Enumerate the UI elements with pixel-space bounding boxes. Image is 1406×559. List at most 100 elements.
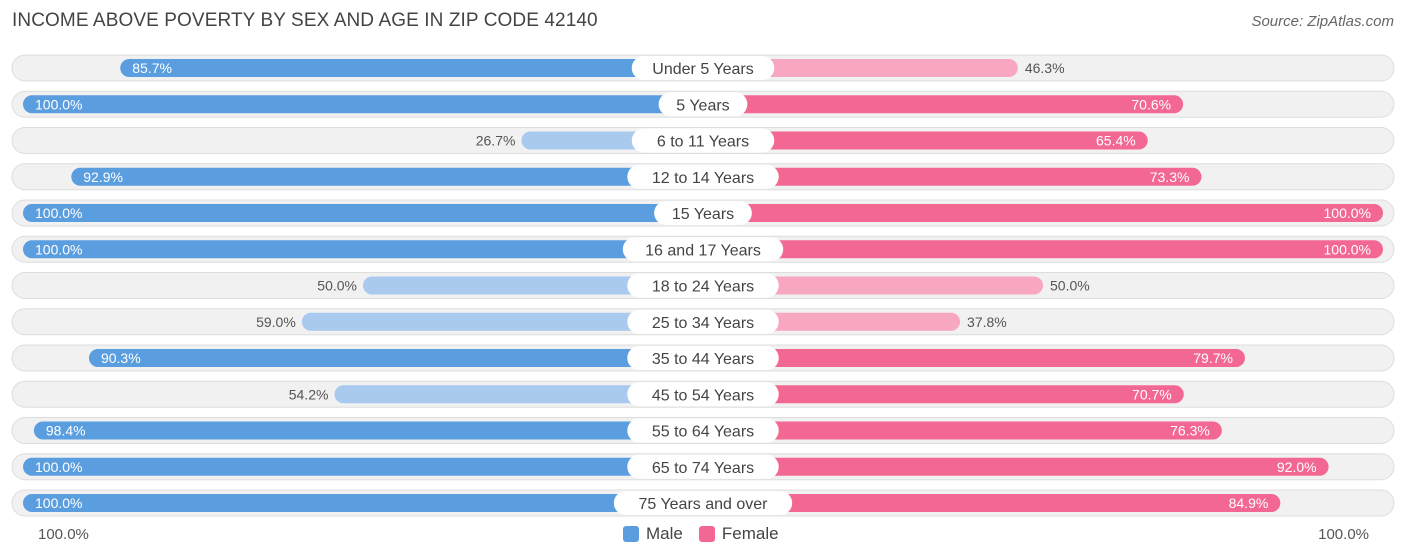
value-label-male: 100.0% bbox=[35, 459, 82, 475]
category-pill bbox=[627, 164, 779, 189]
value-label-male: 100.0% bbox=[35, 205, 82, 221]
value-label-male: 26.7% bbox=[476, 133, 516, 149]
bar-female bbox=[703, 59, 1018, 77]
category-label: 35 to 44 Years bbox=[652, 351, 754, 368]
category-label: 6 to 11 Years bbox=[657, 134, 749, 151]
category-label: 75 Years and over bbox=[639, 496, 769, 513]
value-label-female: 37.8% bbox=[967, 314, 1007, 330]
chart-row: 54.2% 70.7% 45 to 54 Years bbox=[11, 380, 1395, 408]
category-pill bbox=[627, 273, 779, 298]
bar-male bbox=[71, 167, 703, 186]
chart-row: 59.0% 37.8% 25 to 34 Years bbox=[11, 308, 1395, 336]
legend-label-male: Male bbox=[646, 524, 683, 543]
category-pill bbox=[654, 201, 752, 225]
value-label-female: 76.3% bbox=[1170, 423, 1210, 439]
category-label: 15 Years bbox=[672, 206, 734, 223]
chart-row: 100.0% 84.9% 75 Years and over bbox=[11, 489, 1395, 517]
axis-left-label: 100.0% bbox=[38, 526, 89, 543]
legend-swatch-male bbox=[623, 526, 639, 542]
category-pill bbox=[627, 309, 779, 334]
bar-female bbox=[703, 276, 1043, 295]
value-label-female: 70.7% bbox=[1132, 386, 1172, 402]
value-label-male: 98.4% bbox=[46, 423, 86, 439]
bar-male bbox=[23, 457, 703, 476]
bar-female bbox=[703, 349, 1245, 367]
bar-male bbox=[23, 494, 703, 512]
value-label-female: 46.3% bbox=[1025, 60, 1065, 76]
category-pill bbox=[613, 491, 793, 515]
chart-row: 50.0% 50.0% 18 to 24 Years bbox=[11, 272, 1395, 299]
category-label: 65 to 74 Years bbox=[652, 460, 754, 477]
value-label-male: 90.3% bbox=[101, 350, 141, 366]
bar-female bbox=[703, 240, 1383, 259]
chart-row: 92.9% 73.3% 12 to 14 Years bbox=[11, 163, 1395, 191]
bar-male bbox=[363, 276, 703, 295]
legend: Male Female bbox=[623, 524, 795, 544]
chart-title: INCOME ABOVE POVERTY BY SEX AND AGE IN Z… bbox=[12, 10, 598, 31]
chart-row: 100.0% 92.0% 65 to 74 Years bbox=[11, 453, 1395, 481]
chart-svg: 85.7% 46.3% Under 5 Years 100.0% 70.6% 5 Year… bbox=[11, 54, 1395, 517]
bar-female bbox=[703, 167, 1202, 186]
bar-female bbox=[703, 421, 1222, 440]
value-label-female: 79.7% bbox=[1193, 350, 1233, 366]
category-pill bbox=[627, 454, 779, 479]
bar-male bbox=[120, 59, 704, 77]
category-pill bbox=[627, 382, 779, 407]
value-label-female: 73.3% bbox=[1150, 169, 1190, 185]
category-pill bbox=[627, 418, 779, 443]
legend-label-female: Female bbox=[721, 524, 779, 543]
value-label-male: 59.0% bbox=[256, 314, 296, 330]
value-label-female: 84.9% bbox=[1229, 495, 1269, 511]
value-label-male: 85.7% bbox=[132, 60, 172, 76]
bar-female bbox=[703, 131, 1148, 150]
category-pill bbox=[622, 237, 784, 262]
category-pill bbox=[627, 346, 779, 370]
value-label-female: 65.4% bbox=[1096, 133, 1136, 149]
bar-female bbox=[703, 457, 1329, 476]
chart-row: 26.7% 65.4% 6 to 11 Years bbox=[11, 127, 1395, 154]
legend-item-female[interactable]: Female bbox=[698, 524, 779, 544]
category-pill bbox=[631, 56, 775, 80]
value-label-male: 50.0% bbox=[317, 278, 357, 294]
value-label-male: 100.0% bbox=[35, 241, 82, 257]
bar-male bbox=[33, 421, 703, 440]
value-label-male: 100.0% bbox=[35, 495, 82, 511]
category-label: 55 to 64 Years bbox=[652, 424, 754, 441]
chart-row: 100.0% 100.0% 16 and 17 Years bbox=[11, 235, 1395, 263]
bar-female bbox=[703, 494, 1281, 512]
chart-row: 100.0% 70.6% 5 Years bbox=[11, 90, 1395, 118]
bar-male bbox=[301, 312, 703, 331]
bar-male bbox=[23, 204, 703, 222]
value-label-female: 100.0% bbox=[1324, 241, 1371, 257]
bar-male bbox=[23, 95, 703, 114]
source-label: Source: ZipAtlas.com bbox=[1251, 13, 1394, 30]
bar-male bbox=[23, 240, 703, 259]
category-label: 18 to 24 Years bbox=[652, 279, 754, 296]
value-label-female: 92.0% bbox=[1277, 459, 1317, 475]
axis-right-label: 100.0% bbox=[1318, 526, 1369, 543]
legend-swatch-female bbox=[698, 526, 715, 542]
chart-row: 98.4% 76.3% 55 to 64 Years bbox=[11, 417, 1395, 444]
category-label: 12 to 14 Years bbox=[652, 170, 754, 187]
legend-item-male[interactable]: Male bbox=[623, 524, 683, 544]
category-label: Under 5 Years bbox=[652, 61, 753, 78]
bar-female bbox=[703, 95, 1184, 114]
category-pill bbox=[658, 92, 748, 117]
category-label: 45 to 54 Years bbox=[652, 387, 754, 404]
value-label-female: 70.6% bbox=[1131, 96, 1171, 112]
bar-female bbox=[703, 204, 1383, 222]
value-label-male: 100.0% bbox=[35, 96, 82, 112]
category-label: 25 to 34 Years bbox=[652, 315, 754, 332]
value-label-male: 92.9% bbox=[83, 169, 123, 185]
chart-row: 90.3% 79.7% 35 to 44 Years bbox=[11, 344, 1395, 372]
value-label-female: 50.0% bbox=[1050, 278, 1090, 294]
chart-row: 85.7% 46.3% Under 5 Years bbox=[11, 54, 1395, 82]
category-label: 16 and 17 Years bbox=[645, 242, 761, 259]
chart-row: 100.0% 100.0% 15 Years bbox=[11, 199, 1395, 227]
category-label: 5 Years bbox=[676, 97, 729, 114]
value-label-female: 100.0% bbox=[1324, 205, 1371, 221]
bar-female bbox=[703, 385, 1184, 404]
category-pill bbox=[631, 128, 775, 153]
bar-male bbox=[88, 349, 703, 367]
bar-male bbox=[334, 385, 703, 404]
